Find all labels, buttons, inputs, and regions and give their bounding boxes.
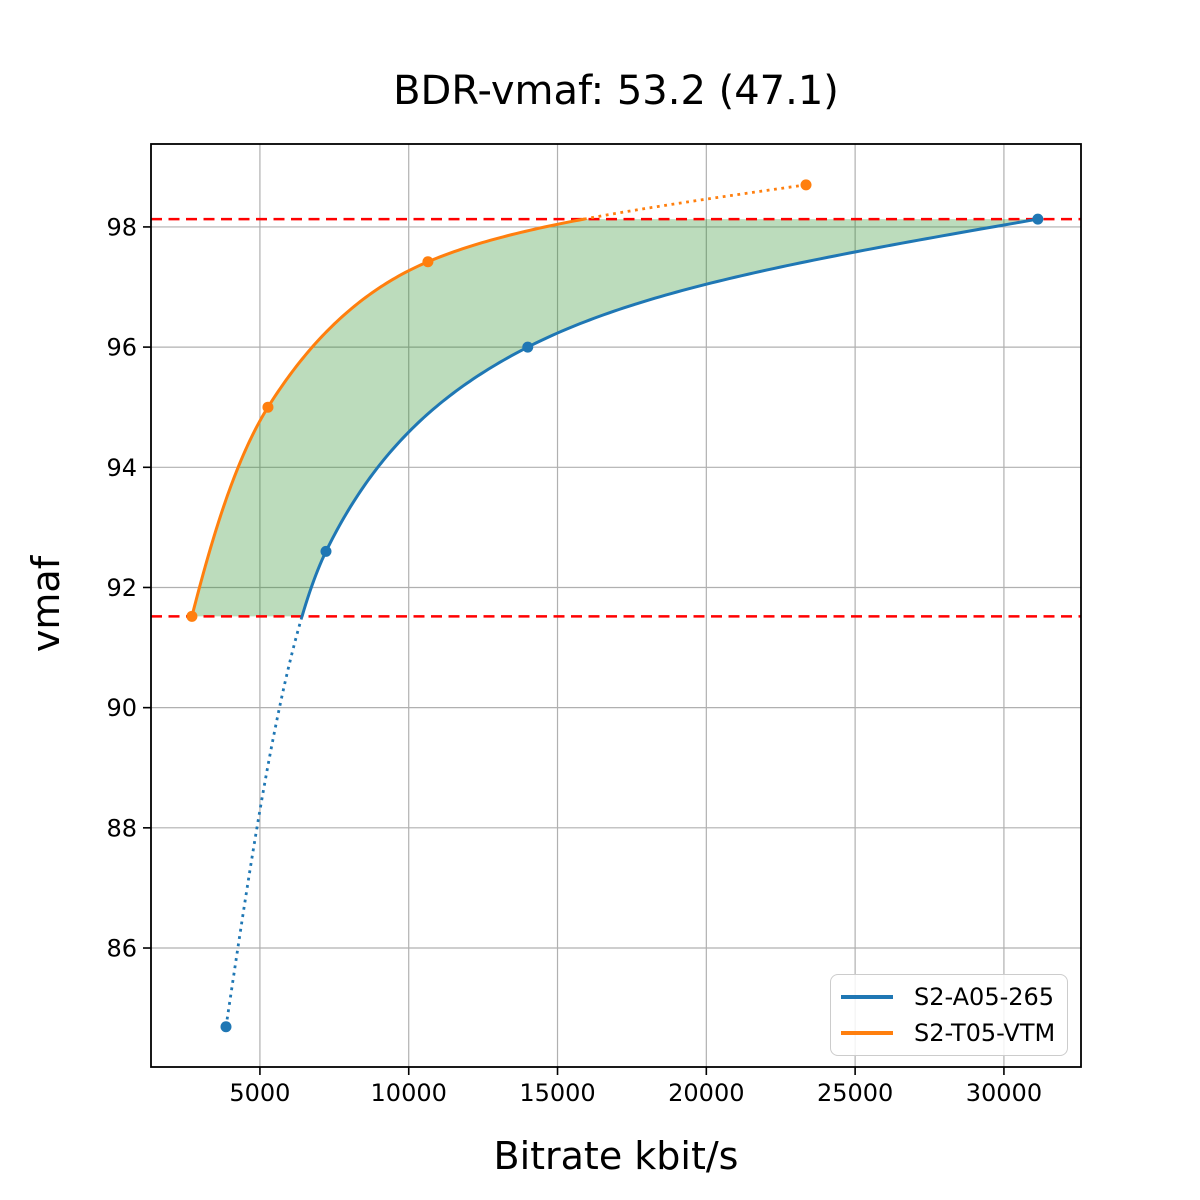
series-curve-dotted xyxy=(583,183,807,221)
legend-line-sample-blue xyxy=(841,995,893,999)
legend-item: S2-A05-265 xyxy=(841,983,1057,1011)
x-tick-label: 10000 xyxy=(371,1079,447,1107)
data-point-marker xyxy=(220,1021,232,1033)
y-tick-label: 92 xyxy=(106,574,137,602)
y-tick-label: 88 xyxy=(106,814,137,842)
x-tick-label: 20000 xyxy=(668,1079,744,1107)
series-curve-solid xyxy=(190,217,586,618)
legend: S2-A05-265 S2-T05-VTM xyxy=(830,974,1068,1056)
data-point-marker xyxy=(186,610,198,622)
y-tick-label: 96 xyxy=(106,334,137,362)
data-point-marker xyxy=(1032,213,1044,225)
series-curve-dotted xyxy=(224,615,304,1027)
plot-frame xyxy=(150,143,1082,1068)
x-tick-label: 25000 xyxy=(817,1079,893,1107)
shaded-region xyxy=(191,219,1038,617)
x-tick-label: 5000 xyxy=(229,1079,290,1107)
data-point-marker xyxy=(262,401,274,413)
y-tick-label: 90 xyxy=(106,694,137,722)
legend-item: S2-T05-VTM xyxy=(841,1019,1057,1047)
x-axis-label: Bitrate kbit/s xyxy=(493,1134,739,1178)
x-tick-label: 30000 xyxy=(966,1079,1042,1107)
legend-label: S2-T05-VTM xyxy=(914,1019,1056,1047)
x-tick-label: 15000 xyxy=(519,1079,595,1107)
y-tick-label: 86 xyxy=(106,935,137,963)
chart-title: BDR-vmaf: 53.2 (47.1) xyxy=(393,68,839,114)
data-point-marker xyxy=(800,179,812,191)
y-tick-label: 98 xyxy=(106,213,137,241)
y-tick-label: 94 xyxy=(106,454,137,482)
data-point-marker xyxy=(422,256,434,268)
legend-label: S2-A05-265 xyxy=(914,983,1055,1011)
data-point-marker xyxy=(320,545,332,557)
data-point-marker xyxy=(522,341,534,353)
y-axis-label: vmaf xyxy=(24,555,68,653)
legend-line-sample-orange xyxy=(841,1031,893,1035)
